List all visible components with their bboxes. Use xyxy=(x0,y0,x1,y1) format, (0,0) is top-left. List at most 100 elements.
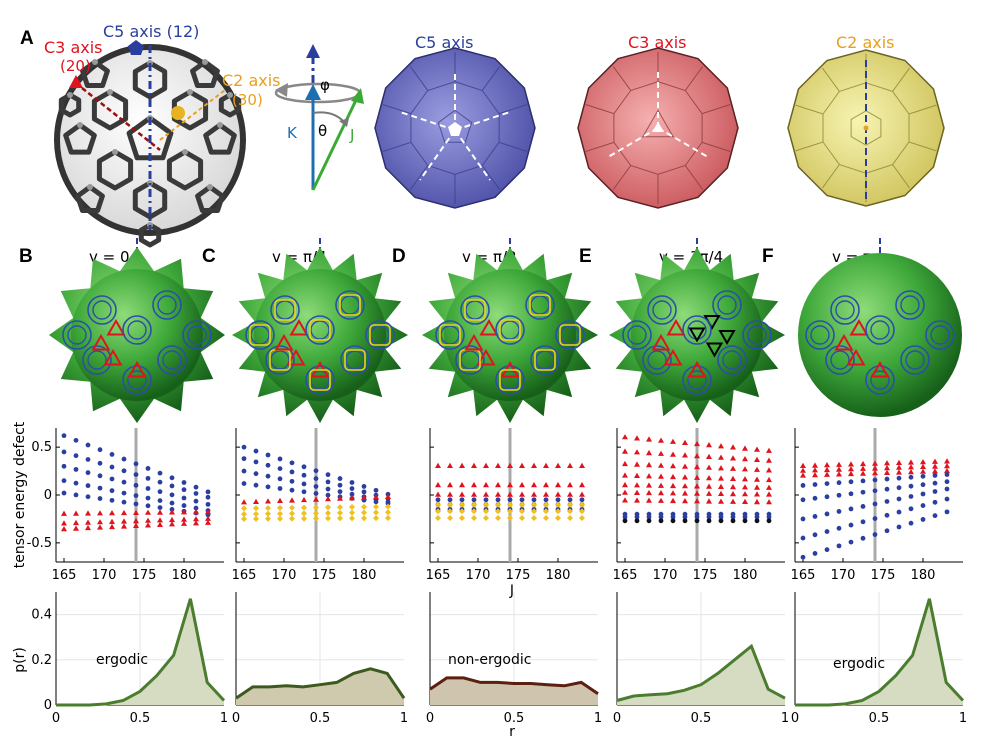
x-tick-label: 170 xyxy=(272,568,297,583)
data-point xyxy=(373,494,379,500)
data-point xyxy=(742,514,748,520)
data-point xyxy=(325,479,331,485)
data-point xyxy=(85,457,91,462)
x-tick-label: 165 xyxy=(426,568,451,583)
j-vector xyxy=(311,97,359,191)
x-tick-label: 180 xyxy=(733,568,758,583)
data-point xyxy=(301,515,307,522)
area-annotation: ergodic xyxy=(833,656,885,672)
data-point xyxy=(361,509,367,516)
data-point xyxy=(301,510,307,517)
data-point xyxy=(579,501,585,508)
data-point xyxy=(241,444,247,450)
area-fill xyxy=(56,598,224,705)
data-point xyxy=(507,508,513,515)
data-point xyxy=(447,515,453,521)
data-point xyxy=(471,501,477,508)
data-point xyxy=(193,520,199,526)
data-point xyxy=(670,438,676,444)
data-point xyxy=(694,483,700,489)
data-point xyxy=(325,515,331,522)
data-point xyxy=(289,515,295,522)
x-tick-label: 0.5 xyxy=(504,711,525,726)
polyhedron-c5 xyxy=(374,47,536,209)
data-point xyxy=(730,518,736,524)
data-point xyxy=(325,510,331,517)
data-point xyxy=(169,500,175,506)
data-point xyxy=(920,468,926,474)
data-point xyxy=(658,518,664,524)
data-point xyxy=(766,499,772,505)
data-point xyxy=(670,497,676,504)
data-point xyxy=(766,457,772,463)
x-tick-label: 0 xyxy=(232,711,240,726)
data-point xyxy=(896,509,902,515)
data-point xyxy=(718,518,724,524)
data-point xyxy=(730,514,736,520)
area-xlabel: r xyxy=(509,724,515,739)
area-fill xyxy=(795,598,963,705)
data-point xyxy=(349,504,355,510)
data-point xyxy=(121,499,127,505)
y-tick-label: 0.2 xyxy=(31,653,52,668)
contour-lines xyxy=(805,290,955,395)
data-point xyxy=(181,509,187,515)
data-point xyxy=(193,484,199,490)
data-point xyxy=(694,518,700,524)
data-point xyxy=(277,504,283,511)
data-point xyxy=(85,442,91,448)
panel-letter-f: F xyxy=(762,246,774,267)
data-point xyxy=(718,514,724,520)
data-point xyxy=(145,517,151,523)
area-line xyxy=(429,676,599,695)
area-panel-e: 0 0.5 1 xyxy=(613,592,789,726)
data-point xyxy=(742,498,748,504)
data-point xyxy=(531,491,537,497)
data-point xyxy=(634,518,640,524)
data-point xyxy=(495,508,501,515)
data-point xyxy=(85,470,91,476)
x-tick-label: 0 xyxy=(52,711,60,726)
y-tick-label: 0 xyxy=(44,698,52,713)
data-point xyxy=(932,480,938,486)
data-point xyxy=(373,509,379,516)
data-point xyxy=(742,476,748,482)
data-point xyxy=(800,497,806,503)
data-point xyxy=(109,497,115,503)
data-point xyxy=(908,520,914,526)
data-point xyxy=(253,498,259,504)
data-point xyxy=(435,491,441,497)
data-point xyxy=(109,476,115,482)
x-tick-label: 175 xyxy=(693,568,718,583)
data-point xyxy=(860,470,866,476)
data-point xyxy=(836,471,842,477)
data-point xyxy=(848,470,854,477)
data-point xyxy=(718,475,724,481)
data-point xyxy=(872,501,878,507)
buckyball-illustration xyxy=(54,44,246,248)
data-point xyxy=(658,490,664,496)
data-point xyxy=(531,462,537,468)
data-point xyxy=(682,498,688,504)
data-point xyxy=(718,490,724,496)
data-point xyxy=(385,515,391,521)
data-point xyxy=(483,501,489,508)
data-point xyxy=(157,509,163,515)
data-point xyxy=(109,464,115,470)
panel-letter-b: B xyxy=(19,246,33,267)
c5-axis-label: C5 axis (12) xyxy=(103,22,199,41)
data-point xyxy=(241,511,247,518)
data-point xyxy=(555,508,561,515)
area-annotation: ergodic xyxy=(96,652,148,668)
data-point xyxy=(824,462,830,468)
data-point xyxy=(205,515,211,521)
data-point xyxy=(337,515,343,522)
data-point xyxy=(646,436,652,442)
data-point xyxy=(718,443,724,449)
data-point xyxy=(277,476,283,482)
data-point xyxy=(836,480,842,486)
data-point xyxy=(73,519,79,526)
data-point xyxy=(277,456,283,462)
